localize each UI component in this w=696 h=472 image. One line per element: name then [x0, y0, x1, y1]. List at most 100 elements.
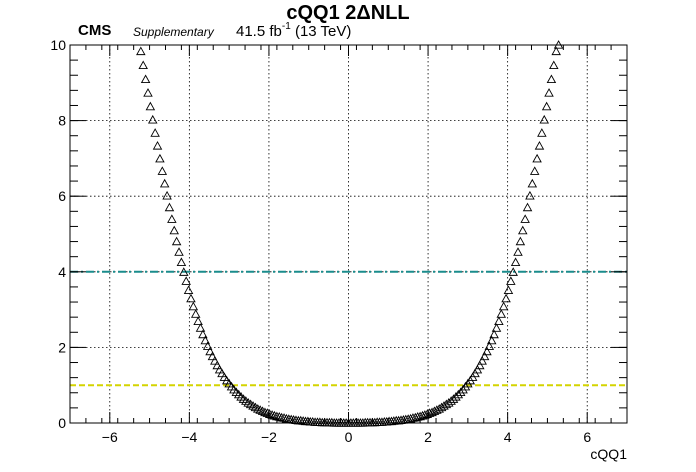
data-point — [241, 396, 251, 405]
data-point — [515, 236, 526, 246]
data-point — [264, 409, 275, 418]
energy-label: (13 TeV) — [294, 23, 352, 40]
data-point — [202, 341, 213, 350]
data-point — [517, 225, 528, 235]
data-point — [274, 412, 285, 421]
y-tick-label: 0 — [58, 415, 66, 431]
luminosity-label: 41.5 fb-1 (13 TeV) — [236, 21, 351, 40]
data-point — [257, 406, 268, 415]
x-tick-label: 2 — [424, 429, 432, 445]
data-point — [475, 360, 485, 370]
data-point — [532, 153, 542, 163]
data-point — [183, 285, 194, 294]
data-point — [513, 247, 523, 256]
data-point — [503, 285, 514, 294]
y-tick-label: 10 — [50, 37, 66, 53]
data-point — [169, 225, 180, 235]
data-point — [496, 309, 507, 318]
data-point — [200, 335, 211, 345]
data-point — [188, 301, 199, 311]
data-point — [510, 257, 521, 266]
status-label: Supplementary — [133, 25, 214, 39]
data-point — [529, 166, 540, 175]
data-point — [174, 247, 184, 256]
data-point — [255, 405, 265, 414]
x-axis-label: cQQ1 — [590, 446, 627, 462]
data-point — [448, 394, 459, 403]
data-point — [167, 214, 177, 223]
data-point — [179, 267, 189, 276]
x-tick-label: −2 — [261, 429, 277, 445]
data-point — [155, 153, 165, 163]
data-point — [210, 356, 220, 365]
data-point — [250, 402, 261, 412]
data-point — [501, 293, 511, 303]
data-point — [195, 323, 206, 332]
data-point — [248, 401, 258, 410]
data-point — [243, 398, 254, 407]
luminosity-exponent: -1 — [281, 21, 291, 32]
data-point — [279, 413, 289, 422]
data-point — [451, 391, 461, 401]
y-tick-label: 2 — [58, 339, 66, 355]
data-point — [136, 46, 146, 56]
experiment-label: CMS — [78, 22, 112, 39]
axes: −6 −4 −2 0 2 4 6 0 2 4 6 8 10 — [50, 37, 628, 445]
x-tick-label: −4 — [181, 429, 197, 445]
chart-title: cQQ1 2ΔNLL — [286, 2, 410, 24]
data-point — [520, 214, 530, 223]
data-point — [551, 46, 561, 56]
data-point — [238, 394, 249, 403]
data-point — [186, 293, 196, 303]
grid-lines — [70, 44, 627, 424]
data-point — [269, 410, 280, 420]
data-point — [494, 316, 504, 325]
data-point — [506, 276, 516, 285]
data-point — [539, 114, 550, 124]
data-point — [171, 236, 182, 246]
data-point — [544, 88, 554, 97]
data-point — [522, 202, 533, 212]
data-point — [152, 140, 163, 150]
data-point — [460, 381, 471, 391]
data-point — [525, 190, 535, 200]
x-tick-label: 0 — [345, 429, 353, 445]
data-point — [453, 389, 464, 399]
data-point — [534, 140, 545, 150]
x-tick-label: 4 — [504, 429, 512, 445]
luminosity-value: 41.5 fb — [236, 23, 282, 40]
data-point — [143, 88, 153, 97]
data-point — [472, 364, 483, 374]
data-point — [482, 346, 492, 356]
y-tick-label: 8 — [58, 113, 66, 129]
data-point — [491, 323, 502, 332]
data-point — [537, 128, 547, 137]
data-point — [446, 396, 456, 405]
data-point — [138, 60, 148, 70]
data-point — [479, 351, 490, 361]
data-point — [245, 399, 256, 409]
data-point — [484, 341, 495, 350]
data-point — [432, 405, 442, 414]
data-point — [176, 257, 187, 266]
data-point — [463, 378, 473, 388]
data-points — [136, 41, 564, 427]
data-point — [145, 101, 156, 111]
data-point — [508, 267, 518, 276]
data-point — [164, 202, 175, 212]
data-point — [140, 74, 151, 84]
y-tick-label: 6 — [58, 188, 66, 204]
data-point — [498, 301, 509, 311]
data-point — [439, 401, 449, 410]
data-point — [205, 346, 215, 356]
y-tick-label: 4 — [58, 264, 66, 280]
data-point — [260, 407, 270, 417]
data-point — [147, 114, 158, 124]
data-point — [150, 128, 160, 137]
data-point — [489, 329, 499, 339]
data-point — [193, 316, 203, 325]
reference-lines — [70, 270, 627, 387]
data-point — [541, 101, 552, 111]
data-point — [157, 166, 168, 175]
